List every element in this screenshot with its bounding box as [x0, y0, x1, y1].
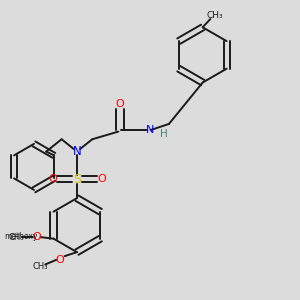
- Text: O: O: [97, 174, 106, 184]
- Text: CH₃: CH₃: [9, 232, 25, 242]
- Text: N: N: [146, 125, 155, 135]
- Text: O: O: [32, 232, 41, 242]
- Text: CH₃: CH₃: [207, 11, 223, 20]
- Text: O: O: [48, 174, 57, 184]
- Text: H: H: [160, 129, 168, 139]
- Text: CH₃: CH₃: [32, 262, 48, 271]
- Text: S: S: [73, 172, 81, 186]
- Text: O: O: [116, 99, 124, 109]
- Text: methoxy: methoxy: [4, 232, 38, 241]
- Text: O: O: [56, 255, 64, 265]
- Text: N: N: [73, 145, 81, 158]
